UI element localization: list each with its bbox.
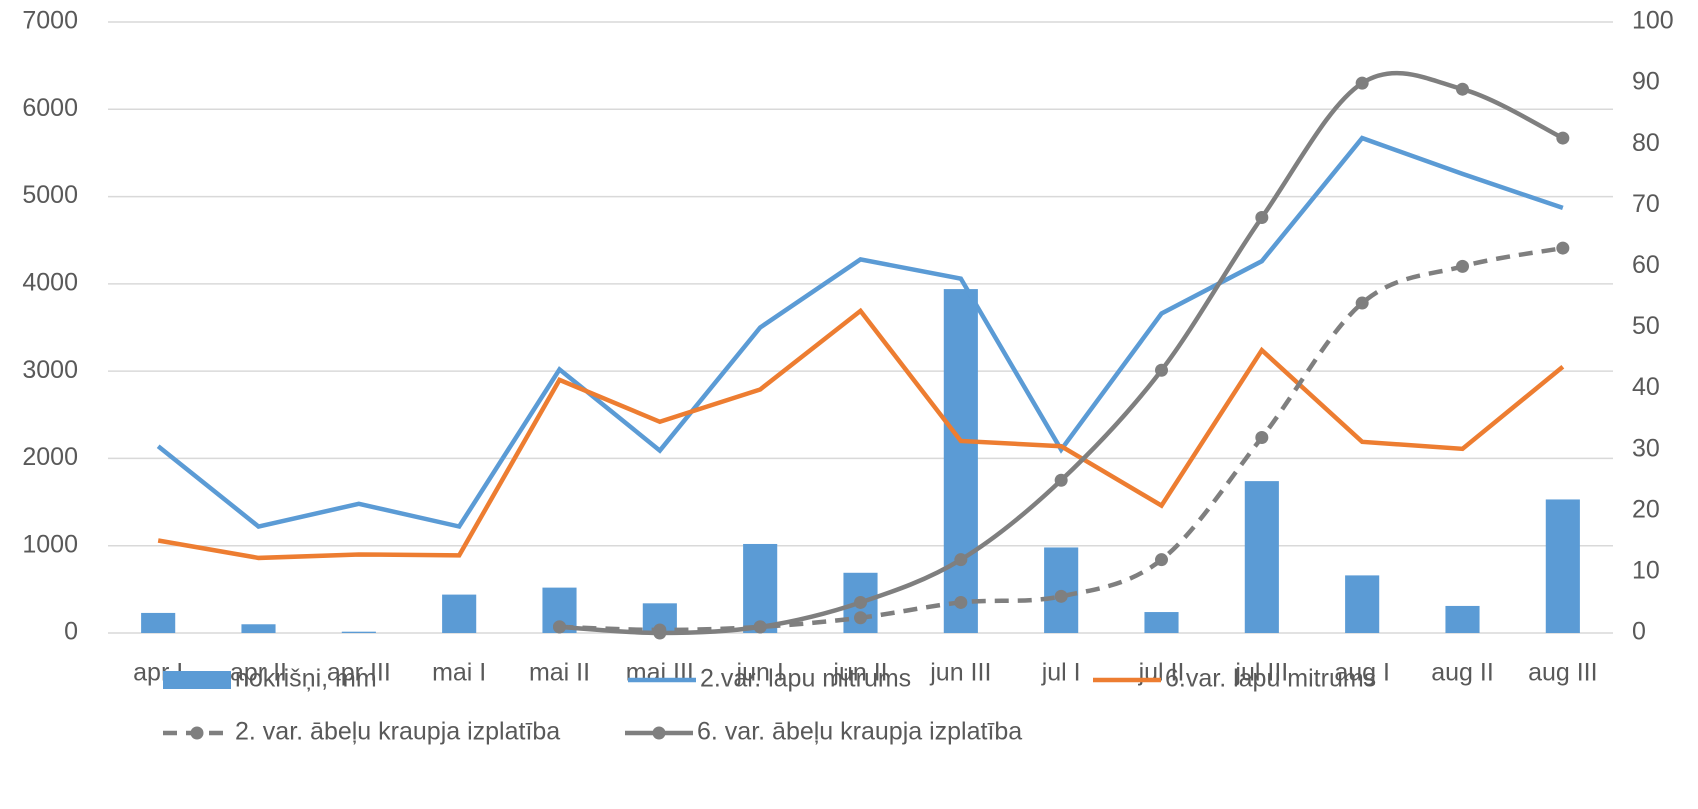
y-tick-label: 4000	[22, 268, 78, 296]
y2-tick-label: 20	[1632, 495, 1660, 523]
bar	[943, 289, 978, 633]
x-tick-label: apr II	[230, 659, 287, 687]
y-tick-label: 7000	[22, 7, 78, 35]
x-tick-label: aug I	[1334, 659, 1390, 687]
x-tick-label: mai I	[432, 659, 486, 687]
legend-marker	[652, 726, 666, 740]
legend-label: 6. var. ābeļu kraupja izplatība	[697, 718, 1022, 746]
bar	[341, 631, 376, 633]
marker	[553, 620, 566, 634]
marker	[854, 611, 867, 625]
marker	[1255, 430, 1269, 444]
bar	[141, 612, 176, 633]
y2-tick-label: 100	[1632, 7, 1674, 35]
marker	[854, 595, 867, 609]
marker	[954, 595, 968, 609]
y-tick-label: 2000	[22, 443, 78, 471]
x-tick-label: apr III	[327, 659, 391, 687]
marker	[1556, 241, 1570, 255]
marker	[1456, 82, 1469, 96]
line	[157, 307, 1565, 561]
x-tick-label: aug II	[1431, 659, 1494, 687]
y-tick-label: 3000	[22, 356, 78, 384]
y-tick-label: 1000	[22, 530, 78, 558]
legend-label: 6.var. lapu mitrums	[1165, 665, 1376, 693]
marker	[1456, 259, 1469, 273]
y2-tick-label: 30	[1632, 434, 1660, 462]
y2-tick-label: 70	[1632, 190, 1660, 218]
y2-tick-label: 90	[1632, 68, 1660, 96]
y2-tick-label: 50	[1632, 312, 1660, 340]
y2-tick-label: 10	[1632, 557, 1660, 585]
legend-marker	[190, 726, 204, 740]
bar	[442, 594, 477, 633]
bar	[1244, 481, 1279, 633]
bar	[1144, 612, 1179, 633]
x-tick-label: jun III	[929, 659, 991, 687]
x-tick-label: mai III	[626, 659, 694, 687]
marker	[954, 553, 968, 567]
legend-label: 2. var. ābeļu kraupja izplatība	[235, 718, 560, 746]
marker	[1054, 589, 1068, 603]
bar	[1345, 575, 1380, 633]
marker	[753, 620, 767, 634]
marker	[653, 626, 667, 640]
marker	[1054, 473, 1068, 487]
smooth-line	[559, 245, 1564, 633]
x-tick-label: jul I	[1041, 659, 1081, 687]
smooth-line	[559, 70, 1564, 636]
x-tick-label: jun I	[736, 659, 784, 687]
legend-label: nokrišņi, mm	[235, 665, 377, 693]
marker	[1556, 131, 1570, 145]
line	[156, 135, 1564, 530]
x-tick-label: aug III	[1528, 659, 1598, 687]
marker	[1155, 553, 1168, 567]
legend-swatch	[163, 671, 231, 689]
y2-tick-label: 40	[1632, 373, 1660, 401]
marker	[1255, 211, 1269, 225]
y-tick-label: 5000	[22, 181, 78, 209]
x-tick-label: jun II	[832, 659, 887, 687]
bar	[743, 543, 778, 633]
bar	[1545, 499, 1580, 633]
y2-tick-label: 60	[1632, 251, 1660, 279]
legend-label: 2.var. lapu mitrums	[700, 665, 911, 693]
x-tick-label: mai II	[529, 659, 590, 687]
y-tick-label: 6000	[22, 94, 78, 122]
y2-tick-label: 0	[1632, 618, 1646, 646]
y-tick-label: 0	[64, 618, 78, 646]
x-tick-label: jul III	[1234, 659, 1288, 687]
bar	[241, 624, 276, 633]
marker	[1355, 76, 1369, 90]
marker	[1155, 363, 1168, 377]
marker	[1355, 296, 1369, 310]
bar	[1445, 605, 1480, 633]
y2-tick-label: 80	[1632, 129, 1660, 157]
